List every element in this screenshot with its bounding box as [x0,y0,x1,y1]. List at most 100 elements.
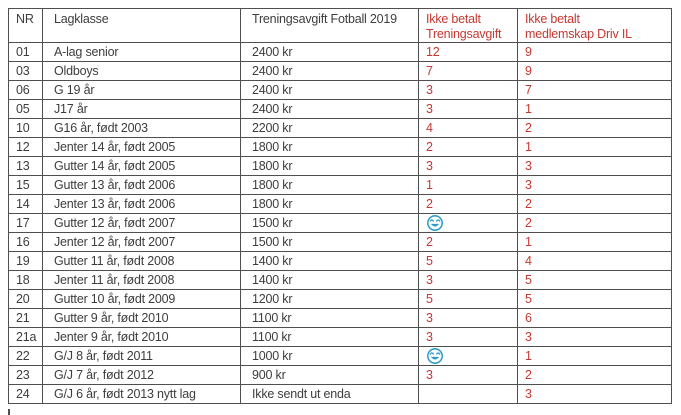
cell-nr: 06 [8,80,43,100]
cell-lagklasse: G16 år, født 2003 [42,118,241,138]
table-row: 01 A-lag senior 2400 kr 12 9 [8,42,672,62]
cell-unpaid-membership: 9 [517,61,672,81]
cell-lagklasse: Jenter 9 år, født 2010 [42,327,241,347]
cell-lagklasse: Oldboys [42,61,241,81]
cell-avgift: 1400 kr [240,270,419,290]
cell-avgift: 2400 kr [240,42,419,62]
cell-nr: 01 [8,42,43,62]
cell-avgift: 1500 kr [240,213,419,233]
smiley-face-icon [418,213,518,233]
fee-table-body: 01 A-lag senior 2400 kr 12 9 03 Oldboys 2400 kr… [8,42,672,404]
table-row: 20 Gutter 10 år, født 2009 1200 kr 5 5 [8,289,672,309]
cell-unpaid-training: 3 [418,308,518,328]
cell-unpaid-training: 3 [418,327,518,347]
cell-unpaid-membership: 5 [517,289,672,309]
cell-nr: 19 [8,251,43,271]
cell-unpaid-training: 3 [418,99,518,119]
cell-unpaid-membership: 7 [517,80,672,100]
cell-unpaid-membership: 2 [517,365,672,385]
cell-avgift: 2200 kr [240,118,419,138]
fee-table-header: NR Lagklasse Treningsavgift Fotball 2019… [8,8,672,43]
cell-lagklasse: Gutter 9 år, født 2010 [42,308,241,328]
cell-avgift: 2400 kr [240,99,419,119]
cell-unpaid-membership: 1 [517,99,672,119]
cell-nr: 17 [8,213,43,233]
cell-avgift: 1800 kr [240,137,419,157]
cell-avgift: 1500 kr [240,232,419,252]
cell-nr: 10 [8,118,43,138]
table-row: 14 Jenter 13 år, født 2006 1800 kr 2 2 [8,194,672,214]
cell-lagklasse: Jenter 12 år, født 2007 [42,232,241,252]
cell-lagklasse: Gutter 12 år, født 2007 [42,213,241,233]
cell-nr: 21 [8,308,43,328]
cell-avgift: 1800 kr [240,175,419,195]
table-row: 06 G 19 år 2400 kr 3 7 [8,80,672,100]
cell-avgift: 1100 kr [240,327,419,347]
cell-unpaid-training: 3 [418,270,518,290]
cell-lagklasse: Gutter 13 år, født 2006 [42,175,241,195]
cell-unpaid-membership: 5 [517,270,672,290]
cell-nr: 15 [8,175,43,195]
cell-nr: 20 [8,289,43,309]
cell-avgift: Ikke sendt ut enda [240,384,419,404]
cell-unpaid-training: 5 [418,289,518,309]
cell-nr: 24 [8,384,43,404]
cell-unpaid-training: 5 [418,251,518,271]
cell-avgift: 1800 kr [240,194,419,214]
table-row: 21 Gutter 9 år, født 2010 1100 kr 3 6 [8,308,672,328]
table-row: 24 G/J 6 år, født 2013 nytt lag Ikke sendt… [8,384,672,404]
column-header-treningsavgift: Treningsavgift Fotball 2019 [240,8,419,43]
cell-unpaid-membership: 1 [517,232,672,252]
cell-nr: 21a [8,327,43,347]
table-row: 21a Jenter 9 år, født 2010 1100 kr 3 3 [8,327,672,347]
table-row: 22 G/J 8 år, født 2011 1000 kr 1 [8,346,672,366]
cell-nr: 16 [8,232,43,252]
cell-unpaid-training: 7 [418,61,518,81]
table-edge-artifact [8,409,10,415]
column-header-lagklasse: Lagklasse [42,8,241,43]
cell-unpaid-training: 3 [418,365,518,385]
cell-nr: 12 [8,137,43,157]
cell-avgift: 1400 kr [240,251,419,271]
cell-unpaid-training: 12 [418,42,518,62]
cell-nr: 14 [8,194,43,214]
cell-lagklasse: Gutter 10 år, født 2009 [42,289,241,309]
cell-unpaid-training: 4 [418,118,518,138]
cell-lagklasse: G/J 7 år, født 2012 [42,365,241,385]
table-row: 13 Gutter 14 år, født 2005 1800 kr 3 3 [8,156,672,176]
table-row: 16 Jenter 12 år, født 2007 1500 kr 2 1 [8,232,672,252]
cell-lagklasse: J17 år [42,99,241,119]
cell-lagklasse: Gutter 14 år, født 2005 [42,156,241,176]
cell-unpaid-training: 2 [418,194,518,214]
cell-nr: 13 [8,156,43,176]
cell-unpaid-membership: 3 [517,175,672,195]
cell-lagklasse: G 19 år [42,80,241,100]
cell-unpaid-training: 3 [418,156,518,176]
cell-unpaid-membership: 4 [517,251,672,271]
cell-nr: 23 [8,365,43,385]
table-row: 05 J17 år 2400 kr 3 1 [8,99,672,119]
table-row: 17 Gutter 12 år, født 2007 1500 kr 2 [8,213,672,233]
cell-lagklasse: Jenter 13 år, født 2006 [42,194,241,214]
cell-lagklasse: A-lag senior [42,42,241,62]
cell-avgift: 1800 kr [240,156,419,176]
cell-avgift: 1100 kr [240,308,419,328]
cell-unpaid-training: 2 [418,232,518,252]
column-header-unpaid-training: Ikke betalt Treningsavgift [418,8,518,43]
cell-unpaid-membership: 2 [517,118,672,138]
cell-avgift: 2400 kr [240,80,419,100]
cell-unpaid-membership: 1 [517,346,672,366]
cell-unpaid-training: 3 [418,80,518,100]
cell-avgift: 1000 kr [240,346,419,366]
cell-unpaid-membership: 3 [517,327,672,347]
cell-unpaid-membership: 9 [517,42,672,62]
fee-table: NR Lagklasse Treningsavgift Fotball 2019… [8,8,672,404]
table-row: 18 Jenter 11 år, født 2008 1400 kr 3 5 [8,270,672,290]
cell-unpaid-membership: 3 [517,384,672,404]
table-row: 19 Gutter 11 år, født 2008 1400 kr 5 4 [8,251,672,271]
cell-lagklasse: G/J 8 år, født 2011 [42,346,241,366]
cell-unpaid-training: 1 [418,175,518,195]
cell-lagklasse: Gutter 11 år, født 2008 [42,251,241,271]
cell-nr: 05 [8,99,43,119]
table-row: 03 Oldboys 2400 kr 7 9 [8,61,672,81]
